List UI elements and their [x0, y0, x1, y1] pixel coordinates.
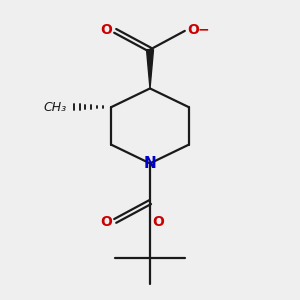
- Text: O: O: [100, 22, 112, 37]
- Text: N: N: [144, 156, 156, 171]
- Text: O: O: [188, 22, 199, 37]
- Text: O: O: [153, 215, 164, 229]
- Text: CH₃: CH₃: [44, 101, 67, 114]
- Text: O: O: [100, 215, 112, 229]
- Text: −: −: [198, 22, 209, 37]
- Polygon shape: [146, 50, 154, 88]
